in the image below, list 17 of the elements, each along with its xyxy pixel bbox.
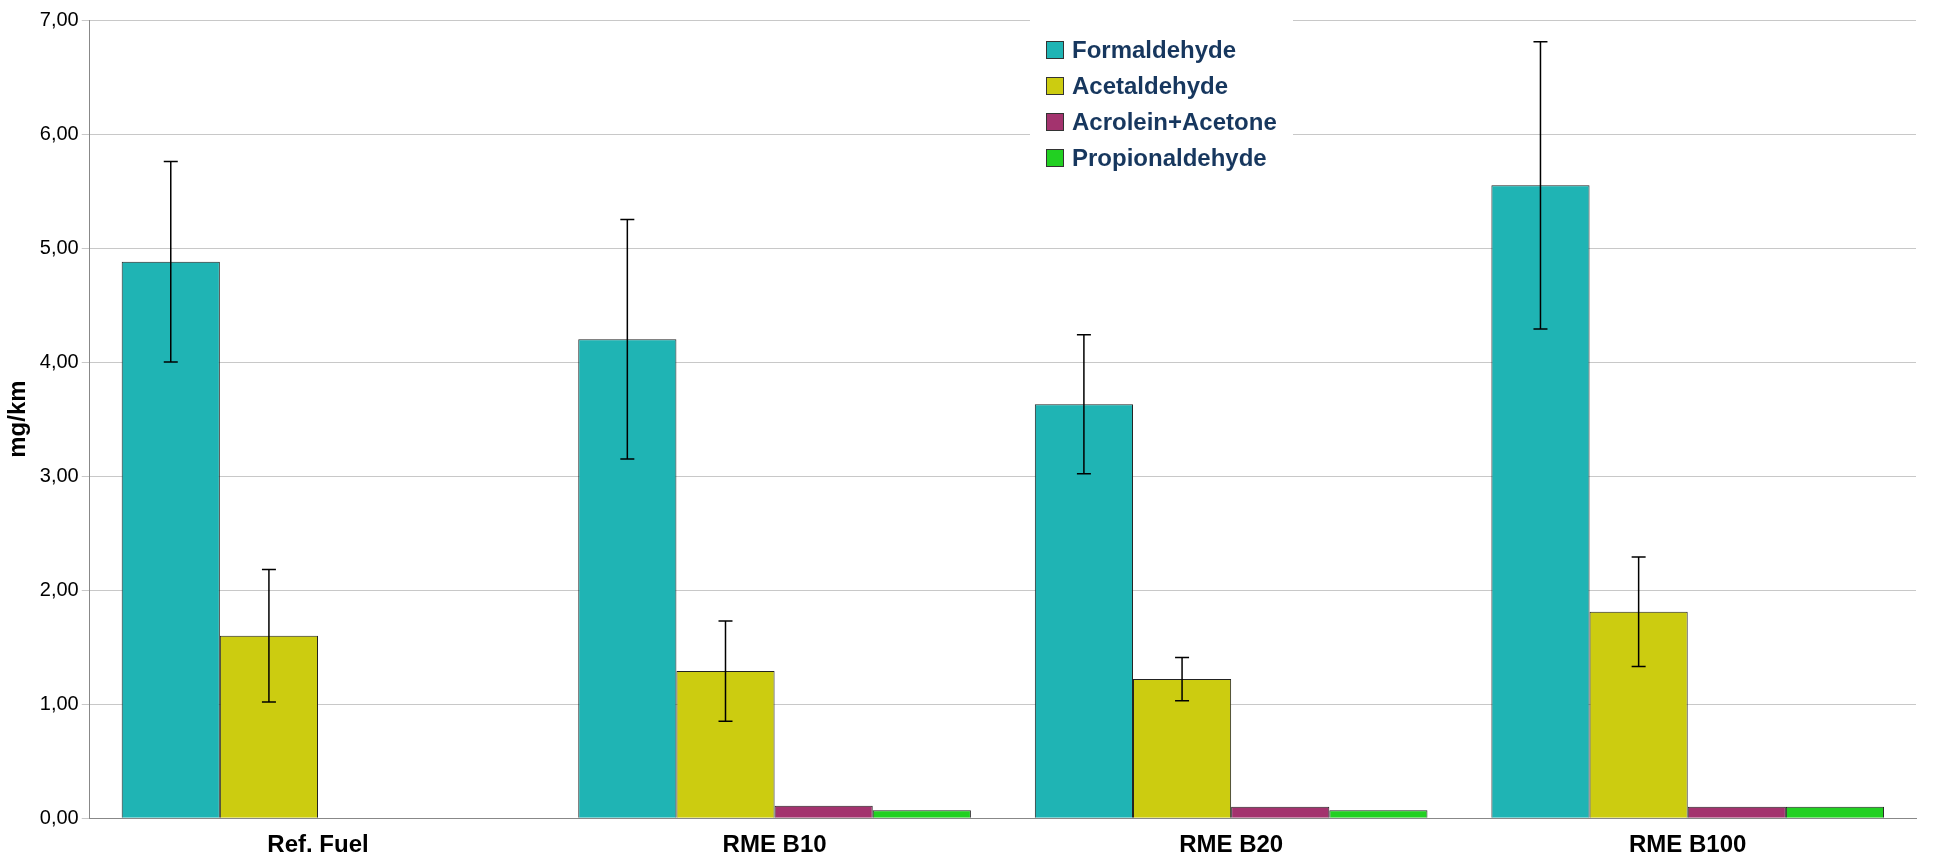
y-tick-label: 4,00: [39, 349, 79, 372]
y-tick-label: 7,00: [39, 7, 79, 30]
x-tick-label: RME B100: [1629, 830, 1747, 858]
y-tick-label: 3,00: [39, 463, 79, 486]
y-tick-label: 5,00: [39, 235, 79, 258]
legend-label: Propionaldehyde: [1072, 144, 1267, 172]
x-tick-label: Ref. Fuel: [267, 830, 369, 858]
y-tick-label: 0,00: [39, 805, 79, 828]
y-axis-title: mg/km: [3, 380, 31, 458]
y-tick-label: 1,00: [39, 691, 79, 714]
x-tick-label: RME B20: [1179, 830, 1284, 858]
x-tick-label: RME B10: [722, 830, 827, 858]
y-tick-label: 2,00: [39, 577, 79, 600]
legend-label: Acrolein+Acetone: [1072, 108, 1277, 136]
y-tick-label: 6,00: [39, 121, 79, 144]
legend-label: Acetaldehyde: [1072, 72, 1229, 100]
legend-label: Formaldehyde: [1072, 36, 1237, 64]
